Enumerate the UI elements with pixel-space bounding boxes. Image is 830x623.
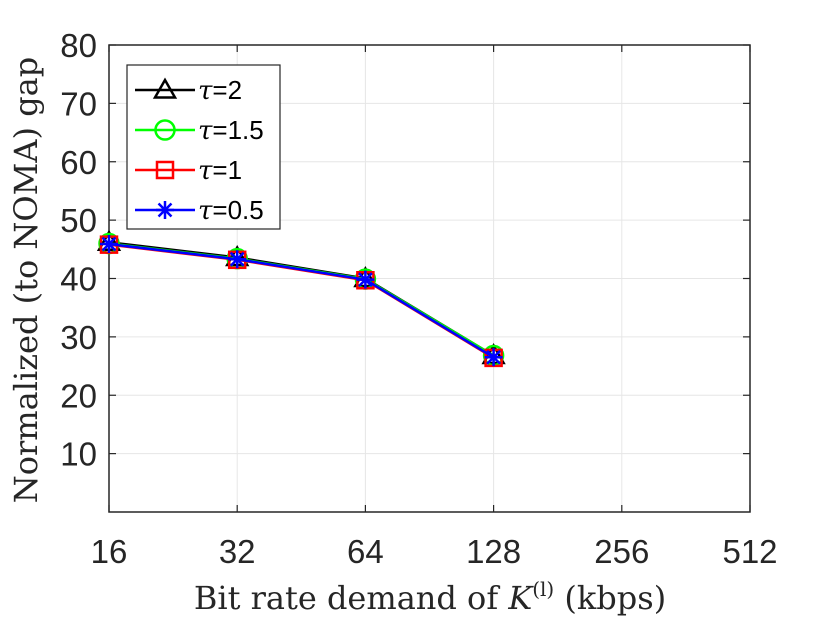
y-tick-label: 40: [60, 261, 97, 298]
series-line: [108, 243, 495, 359]
series-square: [99, 235, 503, 368]
x-tick-label: 64: [347, 533, 384, 570]
legend-tau: τ: [198, 116, 213, 146]
y-tick-label: 60: [60, 144, 97, 181]
legend-tau: τ: [198, 196, 213, 226]
series-circle: [98, 232, 505, 367]
data-point-marker: [356, 270, 375, 289]
legend-marker: [152, 77, 178, 99]
y-tick-label: 50: [60, 202, 97, 239]
legend-box: [126, 64, 281, 230]
legend-item: τ=2: [135, 75, 242, 106]
x-axis-label: Bit rate demand of K(l) (kbps): [194, 577, 666, 617]
legend-value: =1: [212, 155, 242, 185]
y-tick-label: 30: [60, 319, 97, 356]
legend-marker: [155, 160, 175, 180]
x-axis: 16 32 64 128 256 512: [91, 45, 778, 570]
legend-label: τ=2: [198, 75, 242, 106]
legend-item: τ=1: [135, 155, 242, 186]
legend: τ=2τ=1.5τ=1τ=0.5: [126, 64, 281, 230]
legend-item: τ=1.5: [135, 115, 264, 146]
y-tick-label: 80: [60, 27, 97, 64]
legend-marker: [154, 119, 176, 141]
y-tick-label: 10: [60, 436, 97, 473]
series-layer: [96, 229, 506, 368]
legend-value: =0.5: [212, 195, 263, 225]
data-point-marker: [484, 348, 503, 367]
x-tick-label: 256: [594, 533, 649, 570]
legend-item: τ=0.5: [135, 195, 264, 226]
data-point-marker: [100, 235, 118, 254]
series-line: [108, 242, 495, 357]
legend-marker: [156, 201, 174, 219]
legend-value: =2: [212, 75, 242, 105]
x-tick-label: 16: [91, 533, 128, 570]
series-triangle: [96, 229, 506, 365]
series-asterisk: [100, 235, 503, 367]
data-point-marker: [228, 250, 247, 269]
y-axis-label: Normalized (to NOMA) gap: [7, 57, 45, 504]
legend-tau: τ: [198, 156, 213, 186]
x-tick-label: 32: [219, 533, 256, 570]
legend-label: τ=1.5: [198, 115, 264, 146]
x-tick-label: 128: [466, 533, 521, 570]
series-line: [108, 241, 495, 357]
legend-value: =1.5: [212, 115, 263, 145]
legend-label: τ=1: [198, 155, 242, 186]
y-axis: 10 20 30 40 50 60 70 80: [60, 27, 750, 473]
series-line: [108, 242, 495, 359]
y-tick-label: 70: [60, 85, 97, 122]
x-tick-label: 512: [722, 533, 777, 570]
legend-label: τ=0.5: [198, 195, 264, 226]
y-tick-label: 20: [60, 377, 97, 414]
legend-tau: τ: [198, 76, 213, 106]
